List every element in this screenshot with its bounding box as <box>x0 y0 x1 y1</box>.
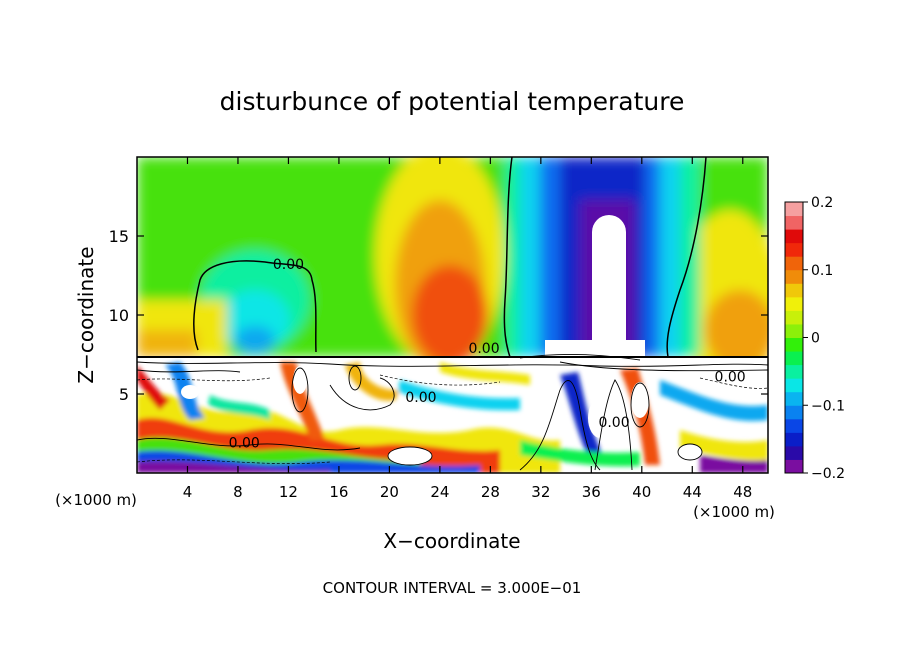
x-tick-label: 48 <box>733 483 752 501</box>
colorbar-tick-label: −0.2 <box>811 466 845 482</box>
contour-label: 0.00 <box>273 257 304 273</box>
colorbar-swatch <box>785 351 803 366</box>
x-tick-label: 44 <box>683 483 702 501</box>
x-unit-left: (×1000 m) <box>55 491 137 509</box>
colorbar-swatch <box>785 405 803 420</box>
colorbar-swatch <box>785 445 803 460</box>
colorbar-tick-label: 0 <box>811 331 820 347</box>
x-tick-label: 40 <box>632 483 651 501</box>
y-tick-label: 10 <box>109 306 129 325</box>
colorbar-swatch <box>785 202 803 217</box>
colorbar-swatch <box>785 269 803 284</box>
colorbar-swatch <box>785 296 803 311</box>
colorbar-swatch <box>785 418 803 433</box>
colorbar-swatch <box>785 378 803 393</box>
x-tick-label: 12 <box>279 483 298 501</box>
colorbar-swatch <box>785 459 803 474</box>
y-tick-label: 15 <box>109 227 129 246</box>
colorbar-swatch <box>785 432 803 447</box>
plot-area <box>137 157 768 473</box>
colorbar-swatch <box>785 229 803 244</box>
x-axis-label: X−coordinate <box>383 529 520 553</box>
colorbar-swatch <box>785 364 803 379</box>
colorbar-swatch <box>785 283 803 298</box>
y-tick-label: 5 <box>119 385 129 404</box>
y-axis: 5 10 15 <box>109 227 768 404</box>
colorbar-ticks: 0.2 0.1 0 −0.1 −0.2 <box>803 195 845 482</box>
colorbar-tick-label: −0.1 <box>811 398 845 414</box>
x-tick-label: 28 <box>481 483 500 501</box>
x-tick-label: 20 <box>380 483 399 501</box>
x-unit-right: (×1000 m) <box>693 503 775 521</box>
colorbar-swatch <box>785 337 803 352</box>
contour-label: 0.00 <box>598 415 629 431</box>
x-tick-label: 16 <box>329 483 348 501</box>
colorbar-swatch <box>785 323 803 338</box>
contour-label: 0.00 <box>468 341 499 357</box>
x-tick-label: 24 <box>430 483 449 501</box>
colorbar-swatch <box>785 242 803 257</box>
chart-title: disturbunce of potential temperature <box>220 87 685 116</box>
y-axis-label: Z−coordinate <box>74 246 98 383</box>
contour-interval-footer: CONTOUR INTERVAL = 3.000E−01 <box>323 579 582 597</box>
colorbar <box>784 201 804 474</box>
colorbar-swatch <box>785 215 803 230</box>
x-tick-label: 4 <box>183 483 193 501</box>
contour-label: 0.00 <box>229 436 260 452</box>
x-tick-label: 8 <box>233 483 243 501</box>
x-tick-label: 32 <box>531 483 550 501</box>
contour-label: 0.00 <box>715 369 746 385</box>
x-axis: 4 8 12 16 20 24 28 32 36 40 44 48 <box>183 157 752 501</box>
contour-labels: 0.00 0.00 0.00 0.00 0.00 0.00 <box>229 257 746 452</box>
colorbar-swatch <box>785 256 803 271</box>
x-tick-label: 36 <box>582 483 601 501</box>
colorbar-swatch <box>785 310 803 325</box>
contour-label: 0.00 <box>405 390 436 406</box>
colorbar-swatch <box>785 391 803 406</box>
colorbar-tick-label: 0.2 <box>811 195 833 211</box>
colorbar-tick-label: 0.1 <box>811 263 833 279</box>
